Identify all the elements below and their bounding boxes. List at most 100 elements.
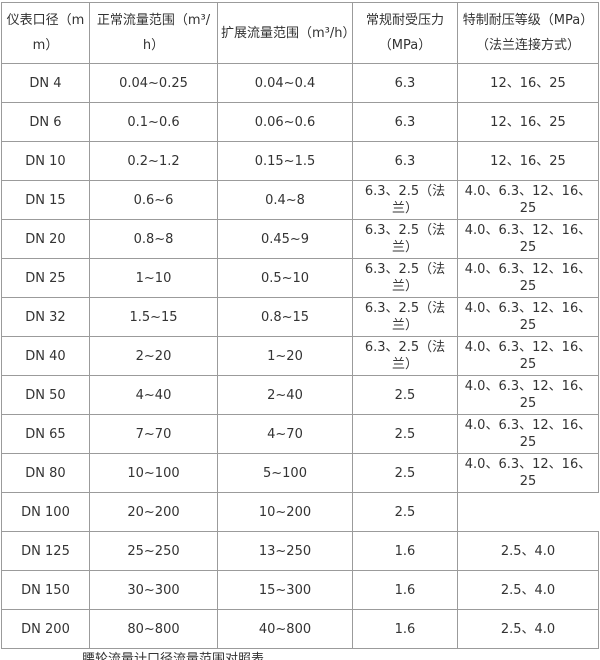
cell-special: 4.0、6.3、12、16、25 bbox=[457, 297, 599, 337]
cell-pressure: 2.5 bbox=[352, 414, 458, 454]
cell-dn: DN 6 bbox=[1, 102, 90, 142]
cell-dn: DN 100 bbox=[1, 492, 90, 532]
cell-normal: 30~300 bbox=[89, 570, 218, 610]
cell-extended: 0.5~10 bbox=[217, 258, 353, 298]
column-header-dn: 仪表口径（mm） bbox=[1, 2, 90, 64]
cell-special: 4.0、6.3、12、16、25 bbox=[457, 258, 599, 298]
cell-normal: 0.04~0.25 bbox=[89, 63, 218, 103]
cell-special bbox=[458, 493, 599, 532]
cell-pressure: 2.5 bbox=[352, 492, 458, 532]
cell-extended: 10~200 bbox=[217, 492, 353, 532]
cell-dn: DN 150 bbox=[1, 570, 90, 610]
table-row: DN 10 0.2~1.2 0.15~1.5 6.3 12、16、25 bbox=[1, 141, 599, 181]
truncated-caption: 腰轮流量计口径流量范围对照表 bbox=[82, 652, 265, 660]
cell-pressure: 2.5 bbox=[352, 453, 458, 493]
table-header: 仪表口径（mm） 正常流量范围（m³/h） 扩展流量范围（m³/h） 常规耐受压力（M… bbox=[1, 2, 599, 64]
cell-pressure: 6.3、2.5（法兰） bbox=[352, 297, 458, 337]
table-body: DN 4 0.04~0.25 0.04~0.4 6.3 12、16、25 DN 6 0.1~… bbox=[1, 63, 599, 649]
table-row: DN 40 2~20 1~20 6.3、2.5（法兰） 4.0、6.3、12、16、25 bbox=[1, 336, 599, 376]
header-row: 仪表口径（mm） 正常流量范围（m³/h） 扩展流量范围（m³/h） 常规耐受压力（M… bbox=[1, 2, 599, 64]
flow-meter-spec-table: 仪表口径（mm） 正常流量范围（m³/h） 扩展流量范围（m³/h） 常规耐受压力（M… bbox=[1, 2, 599, 649]
table-row: DN 50 4~40 2~40 2.5 4.0、6.3、12、16、25 bbox=[1, 375, 599, 415]
cell-extended: 2~40 bbox=[217, 375, 353, 415]
cell-dn: DN 80 bbox=[1, 453, 90, 493]
cell-special: 4.0、6.3、12、16、25 bbox=[457, 453, 599, 493]
cell-extended: 0.04~0.4 bbox=[217, 63, 353, 103]
cell-extended: 1~20 bbox=[217, 336, 353, 376]
cell-pressure: 2.5 bbox=[352, 375, 458, 415]
cell-normal: 80~800 bbox=[89, 609, 218, 649]
cell-special: 4.0、6.3、12、16、25 bbox=[457, 375, 599, 415]
cell-normal: 4~40 bbox=[89, 375, 218, 415]
column-header-pressure: 常规耐受压力（MPa） bbox=[352, 2, 458, 64]
cell-pressure: 1.6 bbox=[352, 609, 458, 649]
cell-dn: DN 15 bbox=[1, 180, 90, 220]
cell-special: 2.5、4.0 bbox=[457, 531, 599, 571]
cell-extended: 0.15~1.5 bbox=[217, 141, 353, 181]
cell-special: 12、16、25 bbox=[457, 63, 599, 103]
cell-special: 4.0、6.3、12、16、25 bbox=[457, 180, 599, 220]
cell-normal: 1.5~15 bbox=[89, 297, 218, 337]
table-row: DN 32 1.5~15 0.8~15 6.3、2.5（法兰） 4.0、6.3、12、1… bbox=[1, 297, 599, 337]
cell-pressure: 6.3 bbox=[352, 102, 458, 142]
cell-dn: DN 10 bbox=[1, 141, 90, 181]
cell-dn: DN 32 bbox=[1, 297, 90, 337]
cell-normal: 0.2~1.2 bbox=[89, 141, 218, 181]
cell-dn: DN 50 bbox=[1, 375, 90, 415]
cell-normal: 20~200 bbox=[89, 492, 218, 532]
table-row: DN 15 0.6~6 0.4~8 6.3、2.5（法兰） 4.0、6.3、12、16、… bbox=[1, 180, 599, 220]
cell-dn: DN 4 bbox=[1, 63, 90, 103]
table-row: DN 6 0.1~0.6 0.06~0.6 6.3 12、16、25 bbox=[1, 102, 599, 142]
cell-special: 2.5、4.0 bbox=[457, 570, 599, 610]
cell-special: 4.0、6.3、12、16、25 bbox=[457, 336, 599, 376]
cell-extended: 15~300 bbox=[217, 570, 353, 610]
cell-normal: 25~250 bbox=[89, 531, 218, 571]
column-header-extended: 扩展流量范围（m³/h） bbox=[217, 2, 353, 64]
cell-normal: 2~20 bbox=[89, 336, 218, 376]
cell-pressure: 1.6 bbox=[352, 570, 458, 610]
table-row: DN 25 1~10 0.5~10 6.3、2.5（法兰） 4.0、6.3、12、16、… bbox=[1, 258, 599, 298]
cell-normal: 0.6~6 bbox=[89, 180, 218, 220]
table-row: DN 150 30~300 15~300 1.6 2.5、4.0 bbox=[1, 570, 599, 610]
cell-pressure: 6.3 bbox=[352, 141, 458, 181]
cell-extended: 0.06~0.6 bbox=[217, 102, 353, 142]
cell-normal: 0.1~0.6 bbox=[89, 102, 218, 142]
cell-extended: 5~100 bbox=[217, 453, 353, 493]
cell-extended: 0.4~8 bbox=[217, 180, 353, 220]
cell-dn: DN 125 bbox=[1, 531, 90, 571]
cell-dn: DN 20 bbox=[1, 219, 90, 259]
cell-dn: DN 25 bbox=[1, 258, 90, 298]
cell-extended: 13~250 bbox=[217, 531, 353, 571]
cell-pressure: 1.6 bbox=[352, 531, 458, 571]
column-header-special: 特制耐压等级（MPa）（法兰连接方式） bbox=[457, 2, 599, 64]
cell-special: 2.5、4.0 bbox=[457, 609, 599, 649]
cell-normal: 7~70 bbox=[89, 414, 218, 454]
cell-special: 12、16、25 bbox=[457, 102, 599, 142]
cell-special: 4.0、6.3、12、16、25 bbox=[457, 414, 599, 454]
column-header-normal: 正常流量范围（m³/h） bbox=[89, 2, 218, 64]
cell-special: 4.0、6.3、12、16、25 bbox=[457, 219, 599, 259]
cell-extended: 4~70 bbox=[217, 414, 353, 454]
cell-extended: 0.45~9 bbox=[217, 219, 353, 259]
cell-special: 12、16、25 bbox=[457, 141, 599, 181]
table-row: DN 80 10~100 5~100 2.5 4.0、6.3、12、16、25 bbox=[1, 453, 599, 493]
cell-pressure: 6.3、2.5（法兰） bbox=[352, 219, 458, 259]
cell-dn: DN 65 bbox=[1, 414, 90, 454]
table-row: DN 4 0.04~0.25 0.04~0.4 6.3 12、16、25 bbox=[1, 63, 599, 103]
cell-normal: 10~100 bbox=[89, 453, 218, 493]
cell-dn: DN 40 bbox=[1, 336, 90, 376]
cell-pressure: 6.3、2.5（法兰） bbox=[352, 258, 458, 298]
table-row: DN 125 25~250 13~250 1.6 2.5、4.0 bbox=[1, 531, 599, 571]
cell-normal: 1~10 bbox=[89, 258, 218, 298]
cell-pressure: 6.3、2.5（法兰） bbox=[352, 336, 458, 376]
table-row: DN 100 20~200 10~200 2.5 bbox=[1, 492, 599, 532]
cell-pressure: 6.3 bbox=[352, 63, 458, 103]
table-row: DN 65 7~70 4~70 2.5 4.0、6.3、12、16、25 bbox=[1, 414, 599, 454]
table-row: DN 20 0.8~8 0.45~9 6.3、2.5（法兰） 4.0、6.3、12、16… bbox=[1, 219, 599, 259]
cell-extended: 0.8~15 bbox=[217, 297, 353, 337]
cell-pressure: 6.3、2.5（法兰） bbox=[352, 180, 458, 220]
cell-dn: DN 200 bbox=[1, 609, 90, 649]
cell-normal: 0.8~8 bbox=[89, 219, 218, 259]
cell-extended: 40~800 bbox=[217, 609, 353, 649]
